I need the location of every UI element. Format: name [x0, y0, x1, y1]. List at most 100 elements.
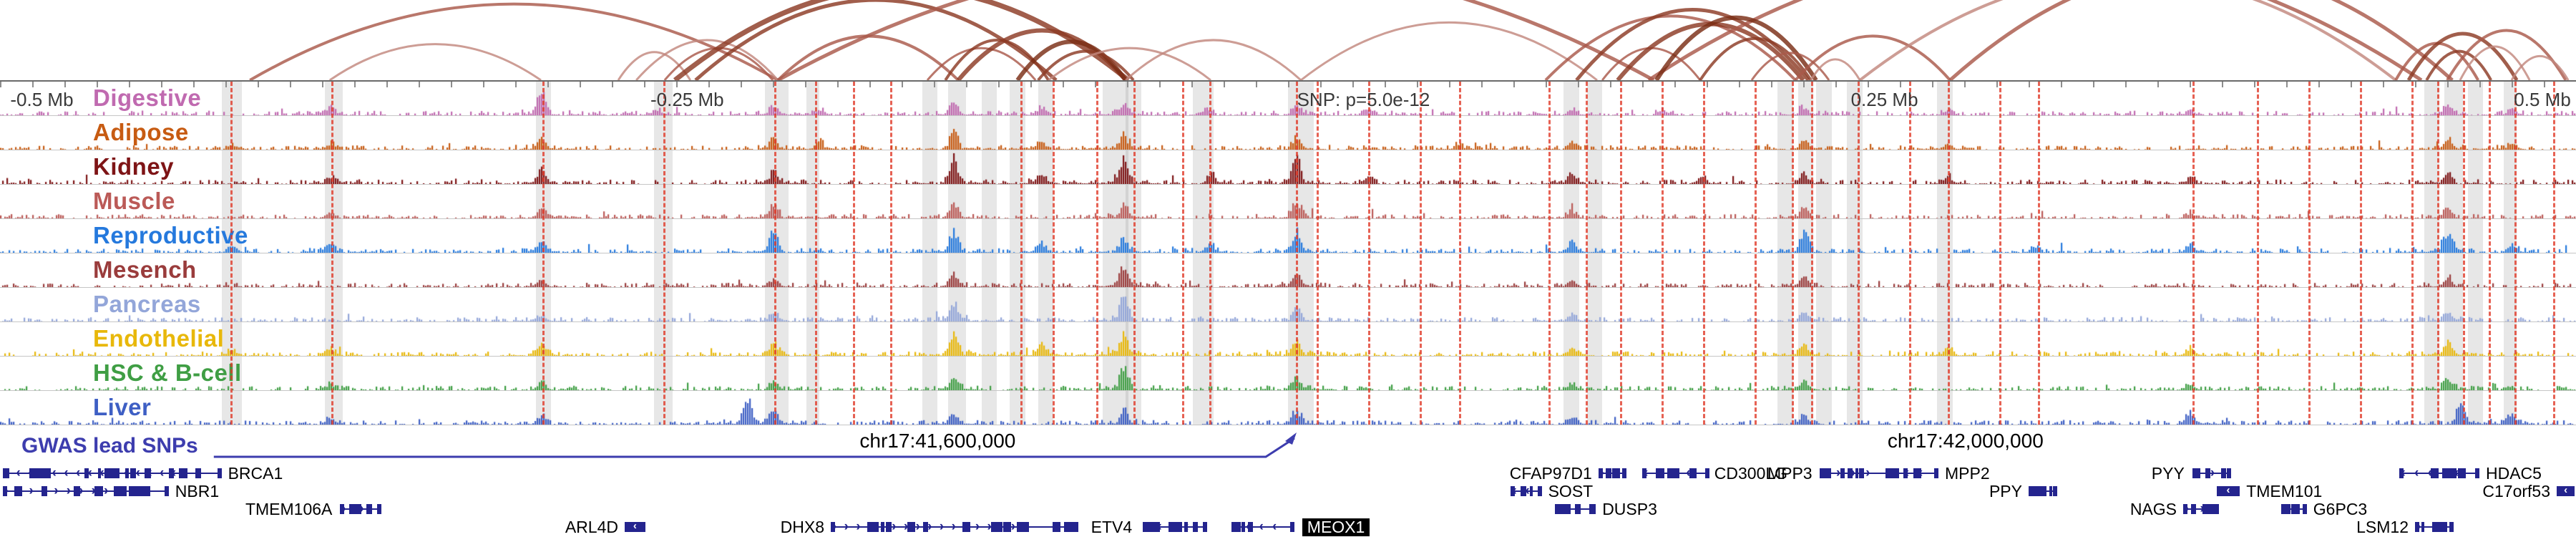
track-label-muscle[interactable]: Muscle: [93, 188, 175, 214]
gene-exon: [217, 468, 222, 478]
snp-guide-line: [542, 82, 545, 425]
snp-guide-line: [1548, 82, 1551, 425]
snp-guide-line: [1020, 82, 1023, 425]
gene-model-cfap97d1[interactable]: ››: [1598, 467, 1627, 480]
interaction-arc: [1015, 39, 1128, 80]
track-label-reproductive[interactable]: Reproductive: [93, 222, 248, 248]
snp-guide-line: [1316, 82, 1319, 425]
track-label-endothelial[interactable]: Endothelial: [93, 325, 225, 352]
track-row-digestive[interactable]: Digestive: [0, 82, 2576, 116]
snp-guide-line: [1620, 82, 1623, 425]
gene-exon: [1564, 504, 1571, 514]
track-row-kidney[interactable]: Kidney: [0, 150, 2576, 185]
gene-model-cd300lg[interactable]: ‹‹‹‹: [1642, 467, 1709, 480]
interaction-arc: [926, 47, 1037, 80]
gene-exon: [145, 486, 150, 496]
snp-guide-line: [1133, 82, 1136, 425]
gene-model-tmem101[interactable]: ‹: [2216, 484, 2240, 496]
track-row-muscle[interactable]: Muscle: [0, 185, 2576, 219]
track-row-adipose[interactable]: Adipose: [0, 116, 2576, 150]
gene-intron-line: [2183, 508, 2220, 510]
gene-annotation-track: ‹‹‹‹‹‹‹‹‹‹‹‹‹‹‹BRCA1›››››››››››NBR1››TME…: [0, 463, 2576, 537]
track-row-hsc-b-cell[interactable]: HSC & B-cell: [0, 357, 2576, 391]
gene-model-ppy[interactable]: ‹‹: [2029, 485, 2057, 498]
track-label-digestive[interactable]: Digestive: [93, 84, 202, 111]
interaction-arc: [328, 43, 542, 80]
gene-exon: [1017, 522, 1023, 532]
snp-guide-line: [1857, 82, 1860, 425]
track-row-reproductive[interactable]: Reproductive: [0, 219, 2576, 253]
track-row-endothelial[interactable]: Endothelial: [0, 322, 2576, 357]
gene-model-c17orf53[interactable]: ‹: [2557, 484, 2575, 496]
track-label-pancreas[interactable]: Pancreas: [93, 291, 201, 317]
left-strand-arrow-icon: ‹: [2226, 484, 2230, 496]
gene-model-brca1[interactable]: ‹‹‹‹‹‹‹‹‹‹‹‹‹‹‹: [2, 467, 222, 480]
gene-exon: [1889, 468, 1894, 478]
gene-model-g6pc3[interactable]: ‹‹: [2280, 503, 2307, 516]
gene-model-mpp3[interactable]: ››››: [1820, 467, 1890, 480]
gene-exon: [1589, 504, 1594, 514]
track-signal-reproductive: [0, 221, 2576, 253]
gene-exon: [2, 486, 7, 496]
gene-exon: [872, 522, 879, 532]
gene-exon: [1537, 486, 1542, 496]
left-strand-arrow-icon: ‹: [2564, 484, 2568, 496]
track-signal-digestive: [0, 84, 2576, 115]
gene-exon: [1170, 522, 1176, 532]
gene-model-lsm12[interactable]: ››: [2415, 521, 2454, 533]
left-strand-arrow-icon: ‹: [633, 520, 637, 532]
gene-exon: [1689, 468, 1697, 478]
gene-model-nbr1[interactable]: ›››››››››››: [2, 485, 169, 498]
gene-model-hdac5[interactable]: ‹‹‹‹‹: [2399, 467, 2479, 480]
gene-exon: [84, 468, 89, 478]
gwas-leader-line: [213, 437, 1295, 458]
gene-exon: [1529, 486, 1533, 496]
track-label-adipose[interactable]: Adipose: [93, 119, 189, 145]
gene-model-meox1[interactable]: ‹‹‹‹: [1231, 521, 1294, 533]
gene-exon: [1591, 504, 1596, 514]
coordinate-label: chr17:41,600,000: [859, 430, 1016, 452]
track-row-pancreas[interactable]: Pancreas: [0, 288, 2576, 322]
gene-exon: [73, 486, 80, 496]
track-signal-liver: [0, 393, 2576, 425]
snp-guide-line: [2256, 82, 2259, 425]
snp-guide-line: [2308, 82, 2311, 425]
gene-model-dusp3[interactable]: ‹‹: [1554, 503, 1596, 516]
interaction-arc: [617, 51, 692, 80]
track-label-hsc-b-cell[interactable]: HSC & B-cell: [93, 359, 242, 386]
gene-exon: [348, 504, 354, 514]
gene-exon: [1142, 522, 1147, 532]
snp-guide-line: [1999, 82, 2001, 425]
gene-model-etv4[interactable]: ‹‹‹‹: [1142, 521, 1207, 533]
gene-exon: [2183, 504, 2187, 514]
track-row-mesench[interactable]: Mesench: [0, 253, 2576, 288]
gene-exon: [366, 504, 372, 514]
gene-exon: [107, 468, 114, 478]
gene-exon: [1672, 468, 1680, 478]
gene-label-cfap97d1: CFAP97D1: [1509, 464, 1592, 483]
gene-model-dhx8[interactable]: ›››››››››››››››››: [831, 521, 1078, 533]
gene-model-pyy[interactable]: ››: [2192, 467, 2231, 480]
gene-exon: [2205, 468, 2211, 478]
snp-guide-line: [1908, 82, 1911, 425]
gene-label-meox1[interactable]: MEOX1: [1302, 518, 1370, 536]
gene-model-tmem106a[interactable]: ››: [340, 503, 381, 516]
snp-guide-line: [1367, 82, 1370, 425]
track-row-liver[interactable]: Liver: [0, 391, 2576, 425]
gene-model-arl4d[interactable]: ‹: [625, 520, 645, 532]
gene-exon: [94, 486, 103, 496]
track-label-mesench[interactable]: Mesench: [93, 256, 197, 283]
track-label-kidney[interactable]: Kidney: [93, 153, 175, 180]
gene-model-sost[interactable]: ‹‹: [1511, 485, 1542, 498]
track-signal-kidney: [0, 153, 2576, 184]
gene-model-nags[interactable]: ››: [2183, 503, 2220, 516]
snp-guide-line: [2436, 82, 2439, 425]
gene-model-mpp2[interactable]: ‹‹‹: [1889, 467, 1938, 480]
track-label-liver[interactable]: Liver: [93, 394, 152, 420]
gene-exon: [1642, 468, 1646, 478]
gene-label-ppy: PPY: [1989, 482, 2022, 500]
interaction-arc: [2406, 32, 2519, 80]
gene-exon: [831, 522, 835, 532]
gene-exon: [1073, 522, 1078, 532]
